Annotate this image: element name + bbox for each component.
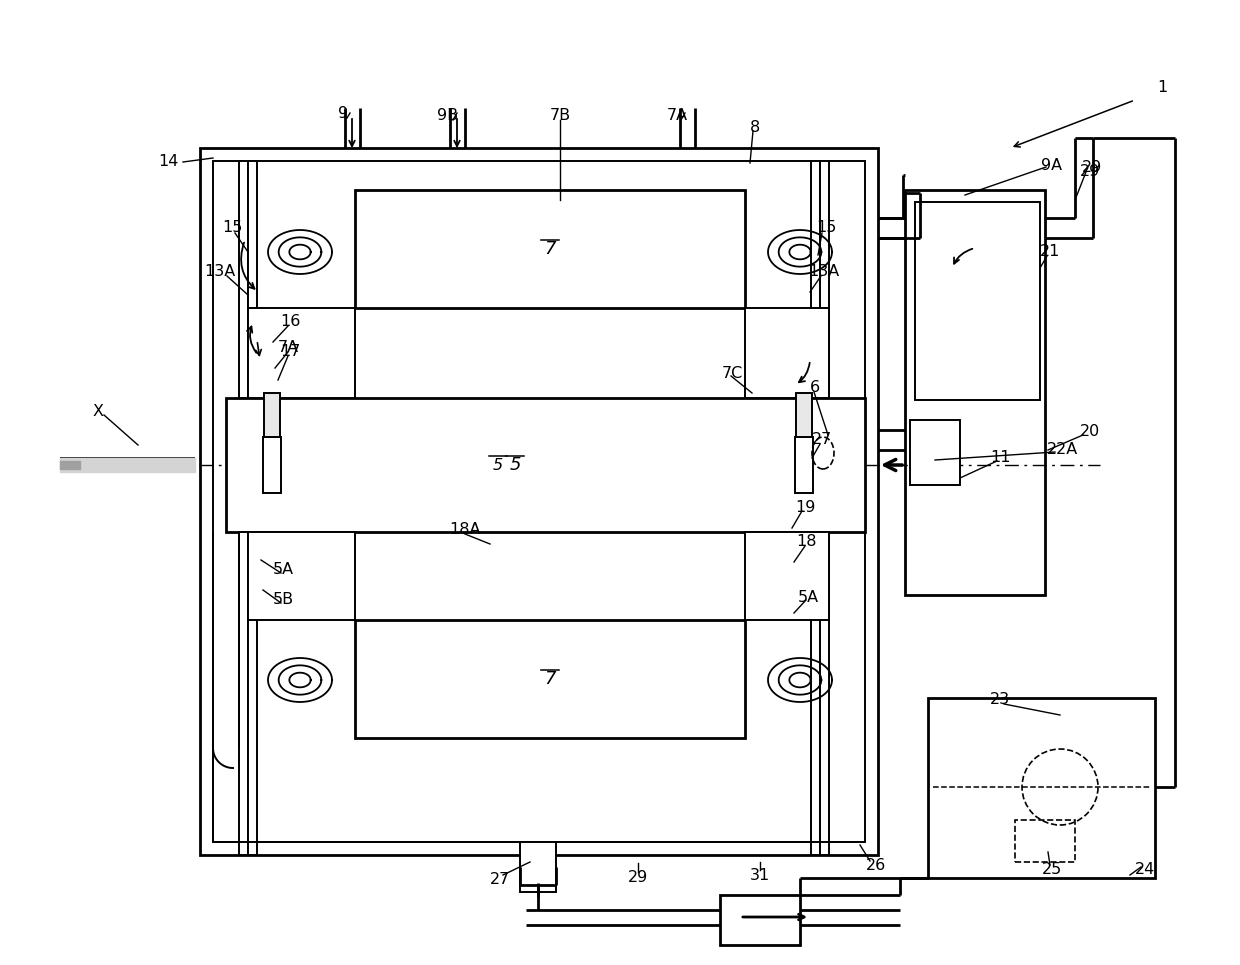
Text: 17: 17 [280, 345, 300, 360]
Bar [248, 532, 257, 855]
Bar [213, 161, 866, 842]
Bar [905, 190, 1045, 595]
Bar [820, 161, 830, 398]
Bar [248, 308, 355, 398]
Bar [811, 532, 820, 855]
Bar [745, 532, 830, 620]
Bar [239, 532, 248, 855]
Bar [264, 443, 280, 487]
Text: 9: 9 [339, 105, 348, 121]
Text: 24: 24 [1135, 863, 1156, 877]
Text: 5: 5 [510, 456, 521, 474]
Text: 19: 19 [795, 501, 815, 515]
Text: X: X [93, 404, 103, 420]
Bar [1016, 820, 1075, 862]
Bar [915, 202, 1040, 400]
Text: 13A: 13A [205, 264, 236, 280]
Bar [820, 532, 830, 855]
Text: 29: 29 [627, 870, 649, 886]
Text: 9A: 9A [1042, 157, 1063, 173]
Text: 9B: 9B [438, 107, 459, 123]
Bar [811, 161, 820, 398]
Text: 27: 27 [812, 432, 832, 448]
Text: 31: 31 [750, 868, 770, 883]
Text: 6: 6 [810, 380, 820, 396]
Text: 7B: 7B [549, 108, 570, 124]
Bar [796, 443, 812, 487]
Text: 21: 21 [1040, 244, 1060, 260]
Bar [720, 895, 800, 945]
Bar [355, 620, 745, 738]
Text: 15: 15 [222, 220, 242, 235]
Bar [239, 161, 248, 398]
Text: 5A: 5A [797, 590, 818, 604]
Bar [796, 393, 812, 437]
Text: 7: 7 [544, 670, 556, 688]
Text: 25: 25 [1042, 863, 1063, 877]
Text: 7C: 7C [722, 366, 743, 380]
Text: 7: 7 [544, 240, 556, 258]
Text: 20: 20 [1080, 425, 1100, 439]
Text: 14: 14 [157, 154, 179, 170]
Bar [200, 148, 878, 855]
Bar [928, 698, 1154, 878]
Text: 7A: 7A [278, 341, 299, 355]
Bar [520, 842, 556, 892]
Bar [910, 420, 960, 485]
Text: 29: 29 [1081, 160, 1102, 176]
Text: 11: 11 [990, 451, 1011, 465]
Bar [248, 532, 355, 620]
Text: 18: 18 [797, 535, 817, 549]
Text: 7A: 7A [666, 108, 687, 124]
Polygon shape [60, 461, 81, 469]
Text: 1: 1 [1157, 80, 1167, 96]
Bar [264, 393, 280, 437]
Text: 23: 23 [990, 693, 1011, 707]
Bar [248, 161, 257, 398]
Bar [226, 398, 866, 532]
Text: 13A: 13A [808, 264, 839, 280]
Text: 22A: 22A [1047, 443, 1078, 457]
Text: 15: 15 [816, 220, 836, 235]
Text: 18A: 18A [449, 522, 481, 538]
Text: 5A: 5A [273, 563, 294, 577]
Bar [355, 190, 745, 308]
Bar [795, 437, 813, 493]
Text: 8: 8 [750, 120, 760, 134]
Bar [745, 308, 830, 398]
Text: 26: 26 [866, 859, 887, 873]
Bar [263, 437, 281, 493]
Text: 5: 5 [494, 457, 503, 473]
Text: 5B: 5B [273, 593, 294, 608]
Text: 29: 29 [1080, 164, 1100, 179]
Text: 27: 27 [490, 872, 510, 888]
Text: 16: 16 [280, 315, 300, 329]
Polygon shape [60, 458, 195, 472]
